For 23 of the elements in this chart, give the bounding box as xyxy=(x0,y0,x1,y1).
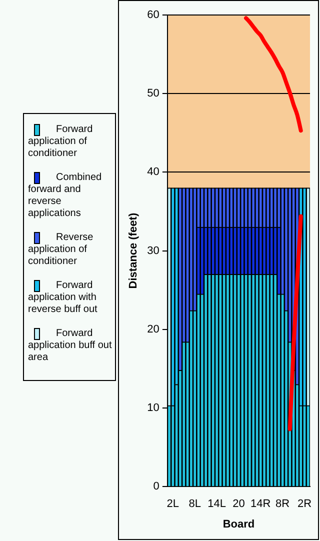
legend-label: Reverse application of conditioner xyxy=(28,232,94,267)
y-tick-label: 20 xyxy=(147,323,160,336)
y-tick-label: 30 xyxy=(147,244,160,257)
legend-label: Forward application with reverse buff out xyxy=(28,280,98,315)
x-tick-label: 2R xyxy=(297,498,312,510)
y-axis-title: Distance (feet) xyxy=(128,212,140,289)
line-series xyxy=(244,16,303,133)
legend-label: Combined forward and reverse applications xyxy=(28,172,102,219)
x-tick-label: 20 xyxy=(232,498,245,510)
x-tick-label: 2L xyxy=(166,498,180,510)
x-tick-label: 14L xyxy=(208,498,226,510)
x-tick-label: 14R xyxy=(250,498,271,510)
legend-label: Forward application of conditioner xyxy=(28,124,93,159)
y-tick-label: 40 xyxy=(147,166,160,178)
x-tick-label: 8R xyxy=(276,498,290,510)
y-tick-label: 0 xyxy=(153,480,160,493)
x-axis-title: Board xyxy=(222,518,255,530)
y-tick-label: 50 xyxy=(147,88,160,100)
y-tick-label: 10 xyxy=(147,402,160,414)
legend-label: Forward application buff out area xyxy=(28,328,112,363)
y-tick-label: 60 xyxy=(147,9,160,22)
x-tick-label: 8L xyxy=(188,498,201,510)
line-series xyxy=(288,214,303,432)
